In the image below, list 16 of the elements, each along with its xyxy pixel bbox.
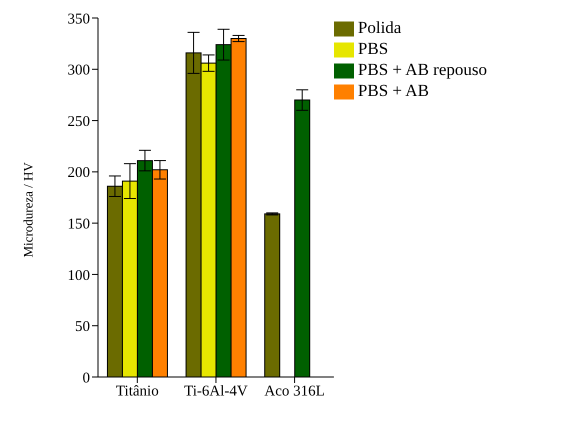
y-tick-label: 250 <box>68 114 90 130</box>
y-tick-label: 50 <box>75 319 90 336</box>
y-tick-label: 100 <box>68 268 90 284</box>
legend-label: PBS <box>358 39 388 58</box>
y-axis-title: Microdureza / HV <box>20 162 36 258</box>
x-tick-label: Ti-6Al-4V <box>184 384 248 400</box>
legend-label: Polida <box>358 18 402 37</box>
y-tick-label: 150 <box>68 216 90 232</box>
legend-label: PBS + AB repouso <box>358 60 487 80</box>
y-tick-label: 0 <box>82 370 90 386</box>
y-tick-label: 200 <box>68 165 90 182</box>
y-tick-label: 300 <box>68 62 90 79</box>
legend-label: PBS + AB <box>358 81 429 100</box>
x-tick-label: Aco 316L <box>264 384 325 400</box>
x-tick-label: Titânio <box>116 384 159 400</box>
y-tick-label: 350 <box>68 11 90 28</box>
